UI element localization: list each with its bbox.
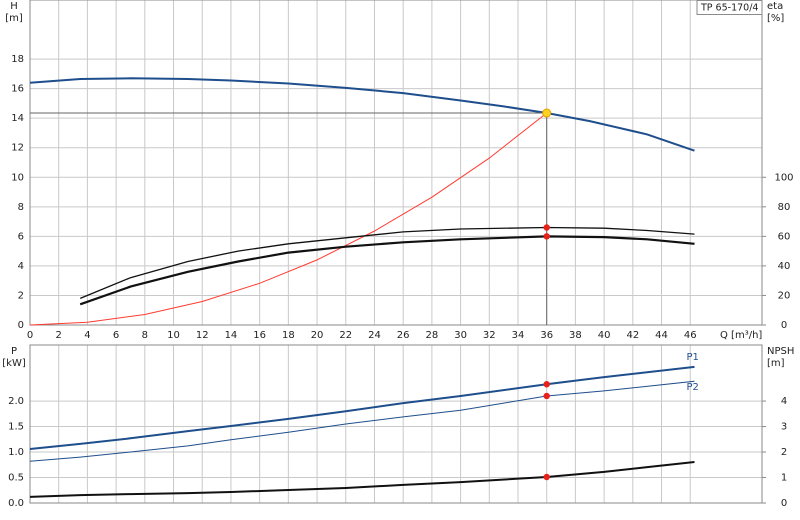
y-tick-label: 1.0 bbox=[8, 447, 24, 458]
y2-tick-label: 40 bbox=[778, 261, 791, 272]
y-tick-label: 14 bbox=[11, 113, 24, 124]
x-tick-label: 10 bbox=[167, 330, 180, 341]
plot-frame bbox=[29, 344, 763, 504]
y-tick-label: 16 bbox=[11, 84, 24, 95]
series-line bbox=[29, 77, 695, 152]
series-line bbox=[29, 461, 695, 498]
x-tick-label: 12 bbox=[196, 330, 209, 341]
y2-tick-label: 80 bbox=[778, 202, 791, 213]
duty-point bbox=[543, 233, 550, 240]
x-tick-label: 18 bbox=[282, 330, 295, 341]
y-tick-label: 1.5 bbox=[8, 422, 24, 433]
y-axis-label: H bbox=[10, 1, 18, 12]
series-label: P1 bbox=[687, 352, 699, 363]
y-tick-label: 8 bbox=[18, 202, 24, 213]
plot-frame bbox=[29, 0, 763, 326]
duty-point bbox=[543, 224, 550, 231]
x-tick-label: 46 bbox=[684, 330, 697, 341]
x-tick-label: 20 bbox=[311, 330, 324, 341]
x-tick-label: 30 bbox=[454, 330, 467, 341]
y2-axis-label: eta bbox=[767, 1, 783, 12]
y2-tick-label: 0 bbox=[781, 320, 787, 331]
chart-title: TP 65-170/4 bbox=[700, 3, 758, 14]
y2-tick-label: 2 bbox=[781, 447, 787, 458]
x-tick-label: 34 bbox=[512, 330, 525, 341]
y2-axis-unit: [m] bbox=[767, 358, 785, 369]
y-tick-label: 0 bbox=[18, 320, 24, 331]
y-tick-label: 6 bbox=[18, 231, 24, 242]
series-line bbox=[29, 112, 548, 326]
y-tick-label: 12 bbox=[11, 143, 24, 154]
y2-tick-label: 0 bbox=[781, 498, 787, 509]
x-tick-label: 44 bbox=[655, 330, 668, 341]
duty-point bbox=[542, 108, 552, 118]
duty-point bbox=[543, 473, 550, 481]
x-axis-label: Q [m³/h] bbox=[720, 330, 762, 341]
title-box bbox=[696, 0, 763, 15]
series-line bbox=[29, 380, 695, 462]
series-line bbox=[29, 365, 695, 450]
y-tick-label: 4 bbox=[18, 261, 24, 272]
x-tick-label: 8 bbox=[142, 330, 148, 341]
y2-tick-label: 100 bbox=[774, 172, 793, 183]
series-line bbox=[79, 235, 695, 306]
y2-axis-unit: [%] bbox=[767, 13, 784, 24]
duty-point bbox=[543, 392, 550, 400]
x-tick-label: 24 bbox=[368, 330, 381, 341]
x-tick-label: 40 bbox=[598, 330, 611, 341]
y2-axis-label: NPSH bbox=[767, 346, 794, 357]
series-line bbox=[79, 226, 695, 300]
x-tick-label: 0 bbox=[27, 330, 33, 341]
y-tick-label: 10 bbox=[11, 172, 24, 183]
x-tick-label: 4 bbox=[84, 330, 90, 341]
x-tick-label: 32 bbox=[483, 330, 496, 341]
x-tick-label: 16 bbox=[253, 330, 266, 341]
y-axis-unit: [kW] bbox=[2, 358, 26, 369]
y-tick-label: 2 bbox=[18, 290, 24, 301]
y-axis-unit: [m] bbox=[5, 13, 23, 24]
x-tick-label: 28 bbox=[426, 330, 439, 341]
y-tick-label: 2.0 bbox=[8, 396, 24, 407]
y-axis-label: P bbox=[11, 346, 17, 357]
y2-tick-label: 60 bbox=[778, 231, 791, 242]
x-tick-label: 26 bbox=[397, 330, 410, 341]
y2-tick-label: 4 bbox=[781, 396, 787, 407]
x-tick-label: 22 bbox=[339, 330, 352, 341]
x-tick-label: 36 bbox=[540, 330, 553, 341]
x-tick-label: 14 bbox=[225, 330, 238, 341]
x-tick-label: 42 bbox=[626, 330, 639, 341]
y2-tick-label: 3 bbox=[781, 422, 787, 433]
y2-tick-label: 20 bbox=[778, 290, 791, 301]
series-label: P2 bbox=[687, 382, 699, 393]
x-tick-label: 6 bbox=[113, 330, 119, 341]
x-tick-label: 2 bbox=[56, 330, 62, 341]
y-tick-label: 0.5 bbox=[8, 473, 24, 484]
x-tick-label: 38 bbox=[569, 330, 582, 341]
y-tick-label: 0.0 bbox=[8, 498, 24, 509]
duty-point bbox=[543, 381, 550, 388]
y-tick-label: 18 bbox=[11, 54, 24, 65]
y2-tick-label: 1 bbox=[781, 473, 787, 484]
